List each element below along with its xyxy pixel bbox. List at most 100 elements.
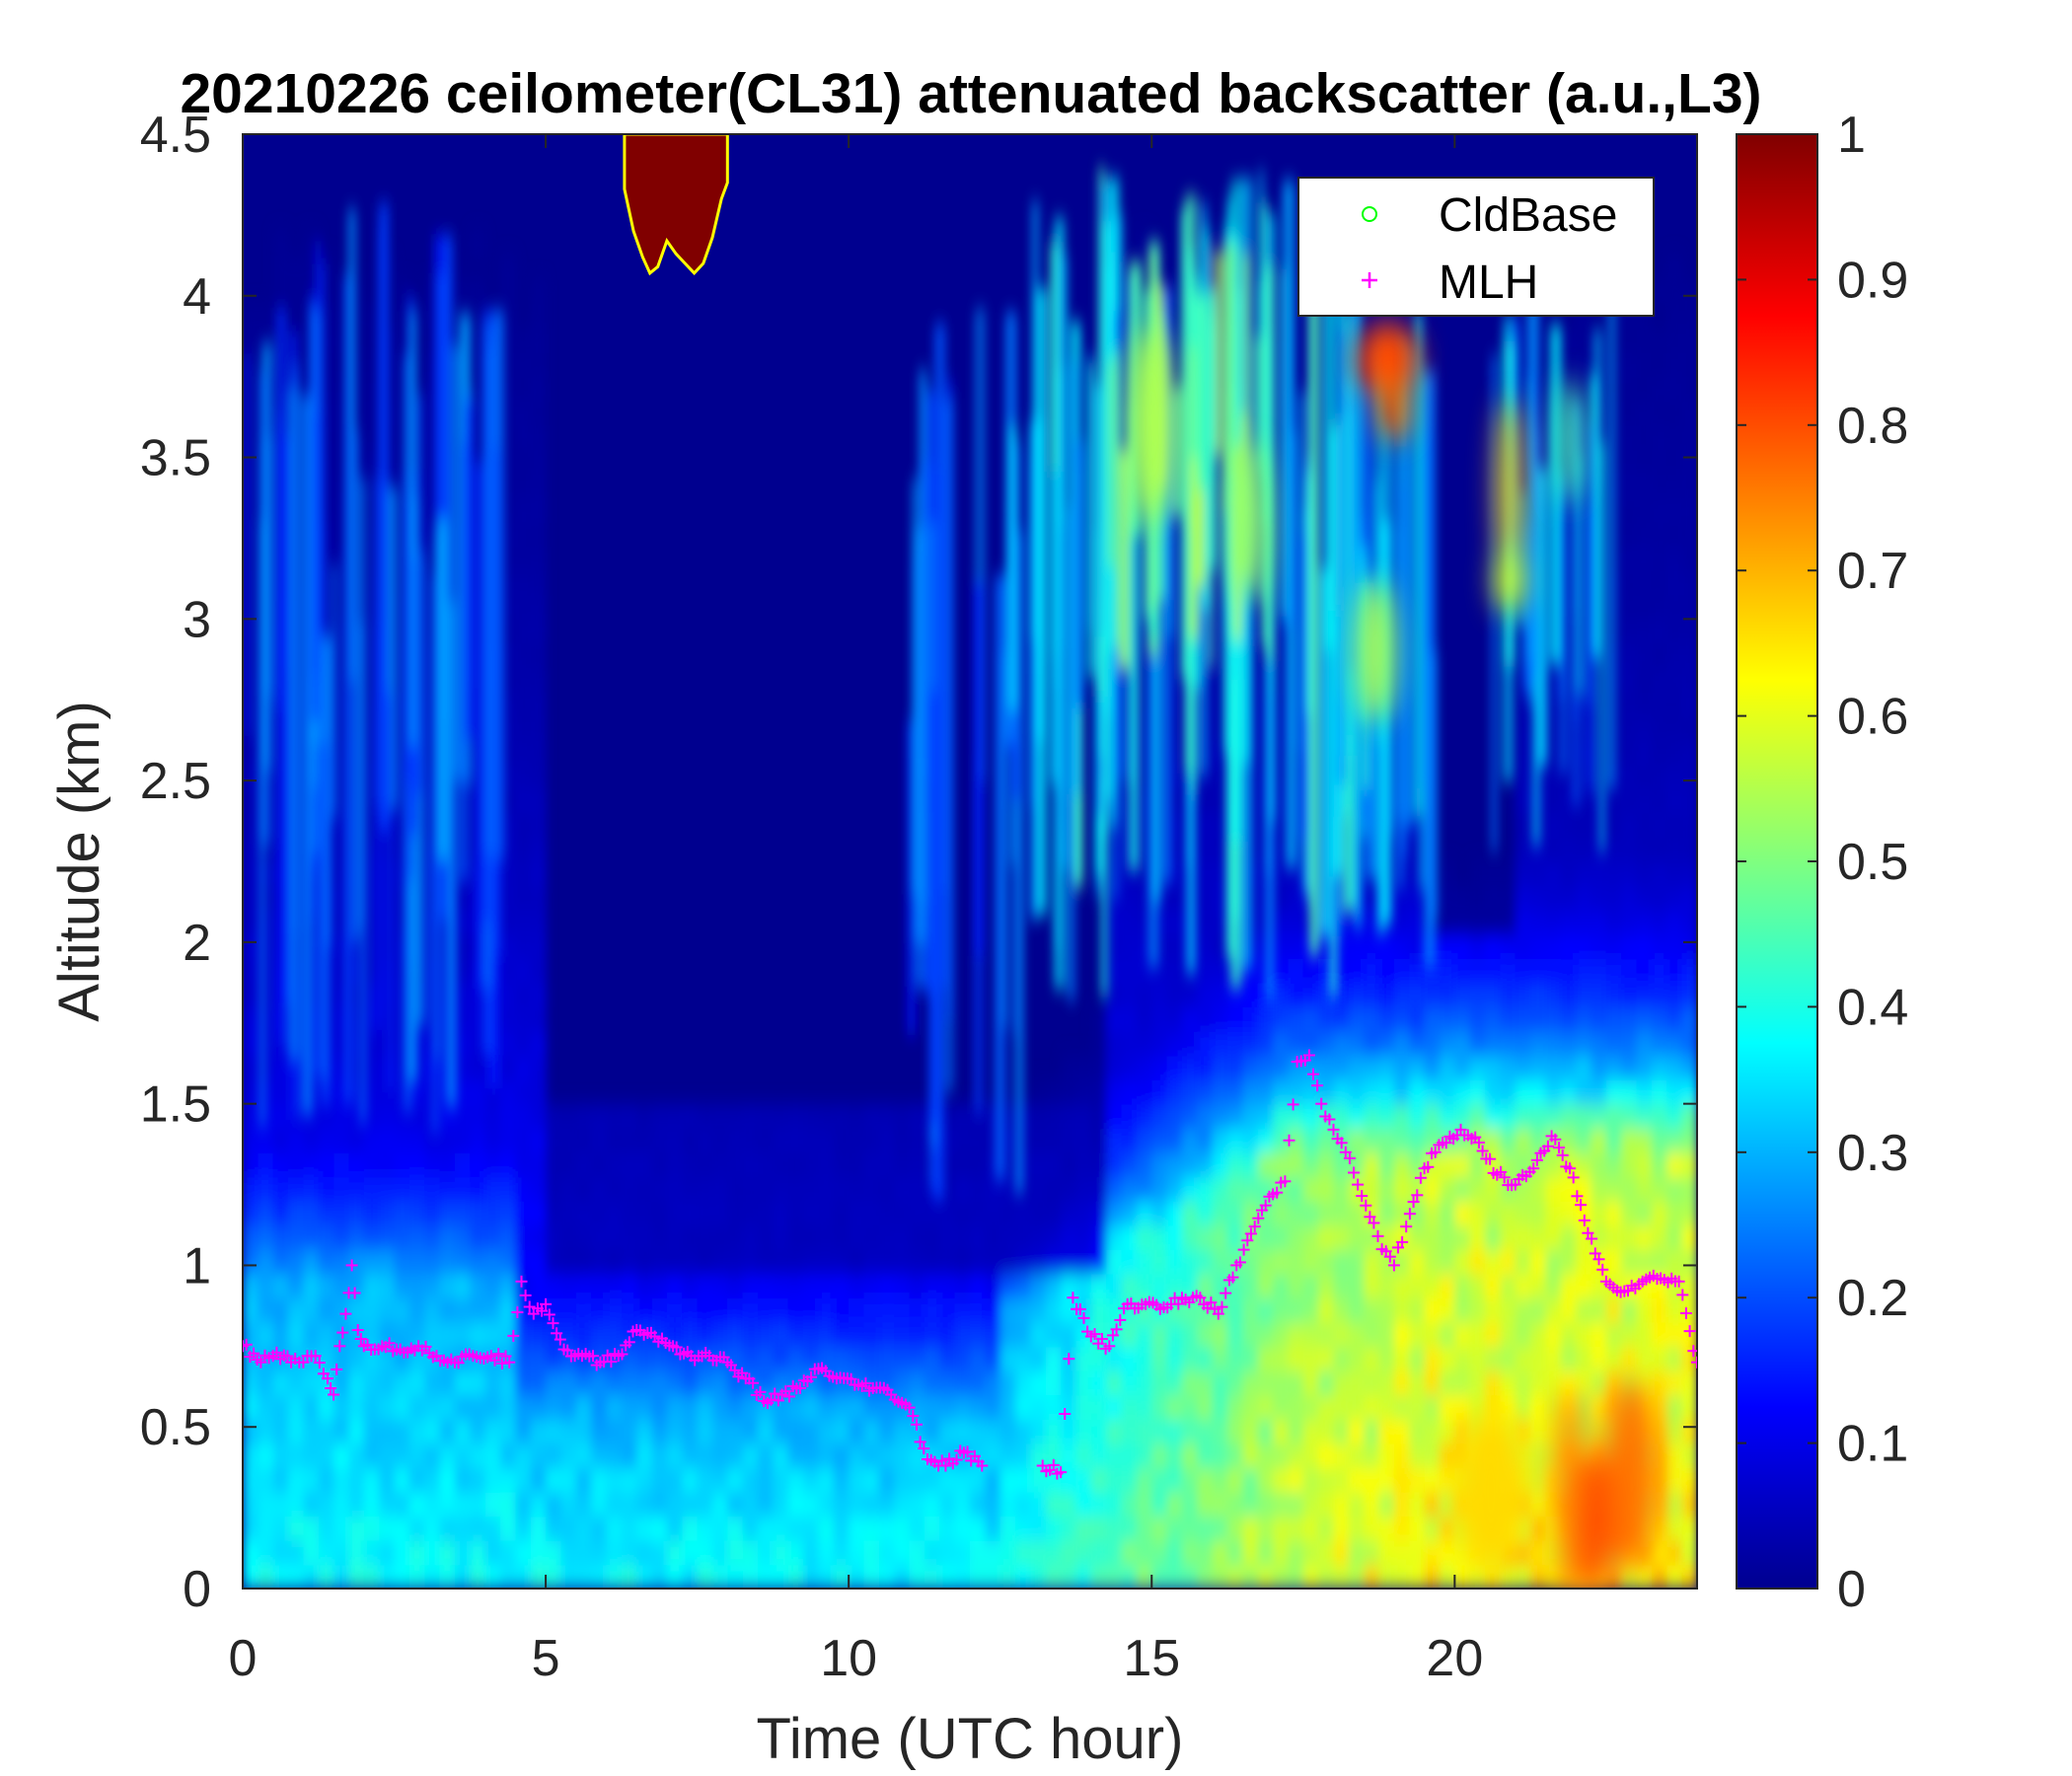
field-cell bbox=[1681, 764, 1697, 790]
field-cell bbox=[303, 1128, 320, 1153]
field-cell bbox=[1636, 1297, 1653, 1323]
field-cell bbox=[394, 1273, 410, 1298]
field-cell bbox=[1636, 424, 1653, 451]
field-cell bbox=[1545, 1564, 1562, 1589]
field-cell bbox=[1393, 1103, 1411, 1130]
field-cell bbox=[379, 1273, 396, 1298]
field-cell bbox=[833, 1103, 850, 1130]
field-cell bbox=[408, 1176, 426, 1202]
colorbar-axis: 00.10.20.30.40.50.60.70.80.91 bbox=[1737, 107, 1908, 1618]
field-cell bbox=[1545, 1369, 1562, 1396]
field-cell bbox=[803, 1564, 820, 1589]
field-cell bbox=[1651, 473, 1668, 499]
field-cell bbox=[1666, 522, 1683, 548]
field-cell bbox=[666, 1321, 684, 1348]
field-cell bbox=[1288, 1200, 1304, 1226]
field-cell bbox=[455, 1151, 472, 1178]
field-cell bbox=[1106, 1346, 1123, 1371]
field-cell bbox=[560, 1369, 577, 1396]
field-cell bbox=[939, 1419, 956, 1444]
mlh-point bbox=[918, 1443, 930, 1455]
field-cell bbox=[1681, 812, 1697, 839]
field-cell bbox=[1257, 1394, 1274, 1420]
streak bbox=[1008, 425, 1017, 710]
field-cell bbox=[591, 1224, 608, 1250]
field-cell bbox=[1530, 982, 1547, 1008]
field-cell bbox=[1636, 1176, 1653, 1202]
field-cell bbox=[530, 619, 547, 644]
field-cell bbox=[439, 1176, 456, 1202]
mlh-point bbox=[243, 1338, 253, 1351]
field-cell bbox=[1030, 1249, 1047, 1275]
field-cell bbox=[1151, 1539, 1168, 1566]
field-cell bbox=[379, 1224, 396, 1250]
field-cell bbox=[924, 1394, 941, 1420]
field-cell bbox=[1681, 1564, 1697, 1589]
field-cell bbox=[985, 1467, 1001, 1493]
field-cell bbox=[1197, 1564, 1214, 1589]
field-cell bbox=[1636, 1200, 1653, 1226]
field-cell bbox=[1318, 1539, 1335, 1566]
field-cell bbox=[515, 449, 532, 475]
field-cell bbox=[1242, 1346, 1259, 1371]
field-cell bbox=[1681, 1224, 1697, 1250]
field-cell bbox=[1045, 1491, 1062, 1517]
field-cell bbox=[1166, 1369, 1183, 1396]
field-cell bbox=[1090, 1176, 1107, 1202]
field-cell bbox=[924, 1369, 941, 1396]
field-cell bbox=[787, 1176, 804, 1202]
field-cell bbox=[1333, 1419, 1350, 1444]
streak bbox=[1224, 387, 1235, 643]
field-cell bbox=[1015, 1467, 1032, 1493]
field-cell bbox=[636, 1176, 653, 1202]
field-cell bbox=[424, 1539, 441, 1566]
field-cell bbox=[909, 1467, 925, 1493]
mlh-point bbox=[1063, 1353, 1075, 1366]
field-cell bbox=[348, 1151, 365, 1178]
field-cell bbox=[606, 1176, 623, 1202]
streak bbox=[360, 478, 366, 1124]
field-cell bbox=[1106, 1031, 1123, 1057]
field-cell bbox=[515, 667, 532, 693]
field-cell bbox=[697, 1369, 713, 1396]
field-cell bbox=[1681, 1516, 1697, 1541]
field-cell bbox=[303, 1200, 320, 1226]
field-cell bbox=[1302, 1369, 1319, 1396]
field-cell bbox=[379, 1346, 396, 1371]
field-cell bbox=[697, 1491, 713, 1517]
field-cell bbox=[1302, 1297, 1319, 1323]
field-cell bbox=[1545, 1079, 1562, 1105]
field-cell bbox=[1242, 1321, 1259, 1348]
field-cell bbox=[1454, 982, 1471, 1008]
field-cell bbox=[1409, 1031, 1426, 1057]
field-cell bbox=[1348, 1419, 1366, 1444]
field-cell bbox=[666, 1151, 684, 1178]
mlh-point bbox=[1371, 1229, 1384, 1242]
field-cell bbox=[408, 1297, 426, 1323]
field-cell bbox=[1166, 1079, 1183, 1105]
field-cell bbox=[1151, 1491, 1168, 1517]
field-cell bbox=[1136, 1467, 1153, 1493]
mlh-point bbox=[1103, 1340, 1116, 1353]
field-cell bbox=[1106, 933, 1123, 960]
field-cell bbox=[1288, 1564, 1304, 1589]
mlh-point bbox=[1059, 1408, 1072, 1420]
field-cell bbox=[1061, 1419, 1077, 1444]
field-cell bbox=[1666, 1151, 1683, 1178]
field-cell bbox=[1591, 1176, 1607, 1202]
mlh-point bbox=[1047, 1459, 1060, 1471]
field-cell bbox=[1257, 1176, 1274, 1202]
field-cell bbox=[697, 1516, 713, 1541]
field-cell bbox=[1651, 424, 1668, 451]
field-cell bbox=[712, 1321, 729, 1348]
field-cell bbox=[258, 1128, 274, 1153]
field-cell bbox=[1515, 885, 1531, 911]
field-cell bbox=[1440, 1516, 1456, 1541]
field-cell bbox=[1257, 1224, 1274, 1250]
field-cell bbox=[909, 1369, 925, 1396]
field-cell bbox=[455, 1516, 472, 1541]
field-cell bbox=[1378, 1273, 1395, 1298]
field-cell bbox=[1106, 910, 1123, 935]
field-cell bbox=[1318, 1346, 1335, 1371]
field-cell bbox=[1530, 933, 1547, 960]
